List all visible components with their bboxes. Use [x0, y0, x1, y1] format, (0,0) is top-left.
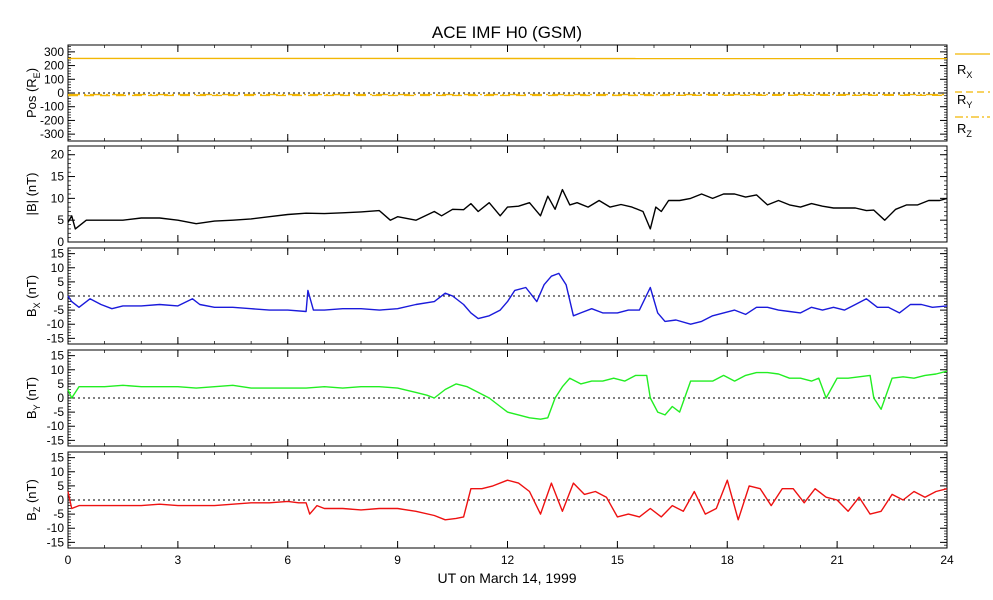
y-tick-label: 20 — [51, 148, 65, 162]
x-tick-label: 0 — [65, 553, 72, 567]
x-tick-label: 18 — [721, 553, 735, 567]
y-tick-label: 15 — [51, 247, 65, 261]
y-tick-label: 0 — [57, 493, 64, 507]
x-axis-label: UT on March 14, 1999 — [437, 570, 576, 586]
y-tick-label: -15 — [47, 331, 65, 345]
panel-frame — [67, 145, 948, 243]
series-line-bz-0 — [67, 479, 948, 521]
chart-title: ACE IMF H0 (GSM) — [432, 23, 582, 42]
y-tick-label: -5 — [53, 303, 64, 317]
series-line-bmag-0 — [67, 188, 948, 230]
x-tick-label: 3 — [175, 553, 182, 567]
y-tick-label: 10 — [51, 191, 65, 205]
y-tick-label: 15 — [51, 349, 65, 363]
y-axis-label: |B| (nT) — [24, 173, 39, 216]
y-tick-label: 10 — [51, 465, 65, 479]
y-tick-label: 300 — [44, 45, 64, 59]
x-tick-label: 9 — [394, 553, 401, 567]
y-tick-label: 0 — [57, 235, 64, 249]
y-tick-label: -15 — [47, 433, 65, 447]
y-tick-label: 10 — [51, 363, 65, 377]
y-tick-label: -10 — [47, 317, 65, 331]
y-tick-label: 10 — [51, 261, 65, 275]
y-tick-label: 5 — [57, 479, 64, 493]
x-tick-label: 24 — [940, 553, 954, 567]
y-axis-label: BX (nT) — [24, 275, 42, 317]
x-tick-label: 6 — [284, 553, 291, 567]
y-tick-label: -5 — [53, 507, 64, 521]
y-tick-label: -300 — [40, 127, 64, 141]
y-tick-label: 0 — [57, 86, 64, 100]
series-line-by-0 — [67, 370, 948, 420]
y-tick-label: 0 — [57, 289, 64, 303]
y-tick-label: 15 — [51, 451, 65, 465]
legend-label-2: RZ — [957, 121, 972, 139]
y-tick-label: -100 — [40, 100, 64, 114]
x-tick-label: 21 — [830, 553, 844, 567]
y-tick-label: 5 — [57, 377, 64, 391]
y-tick-label: 0 — [57, 391, 64, 405]
y-tick-label: -10 — [47, 419, 65, 433]
panel-bmag: 0 5 10 15 20 |B| (nT) — [24, 145, 948, 249]
y-tick-label: -10 — [47, 521, 65, 535]
legend-label-1: RY — [957, 92, 972, 110]
y-tick-label: 200 — [44, 59, 64, 73]
y-axis-label: BZ (nT) — [24, 479, 42, 521]
legend-label-0: RX — [957, 62, 972, 80]
y-tick-label: 100 — [44, 72, 64, 86]
y-tick-label: -200 — [40, 113, 64, 127]
y-axis-label: Pos (RE) — [24, 68, 42, 118]
x-tick-label: 15 — [611, 553, 625, 567]
y-axis-label: BY (nT) — [24, 377, 42, 419]
x-tick-label: 12 — [501, 553, 515, 567]
y-tick-label: -15 — [47, 535, 65, 549]
y-tick-label: 15 — [51, 170, 65, 184]
y-tick-label: 5 — [57, 213, 64, 227]
y-tick-label: -5 — [53, 405, 64, 419]
series-line-bx-0 — [67, 272, 948, 325]
y-tick-label: 5 — [57, 275, 64, 289]
